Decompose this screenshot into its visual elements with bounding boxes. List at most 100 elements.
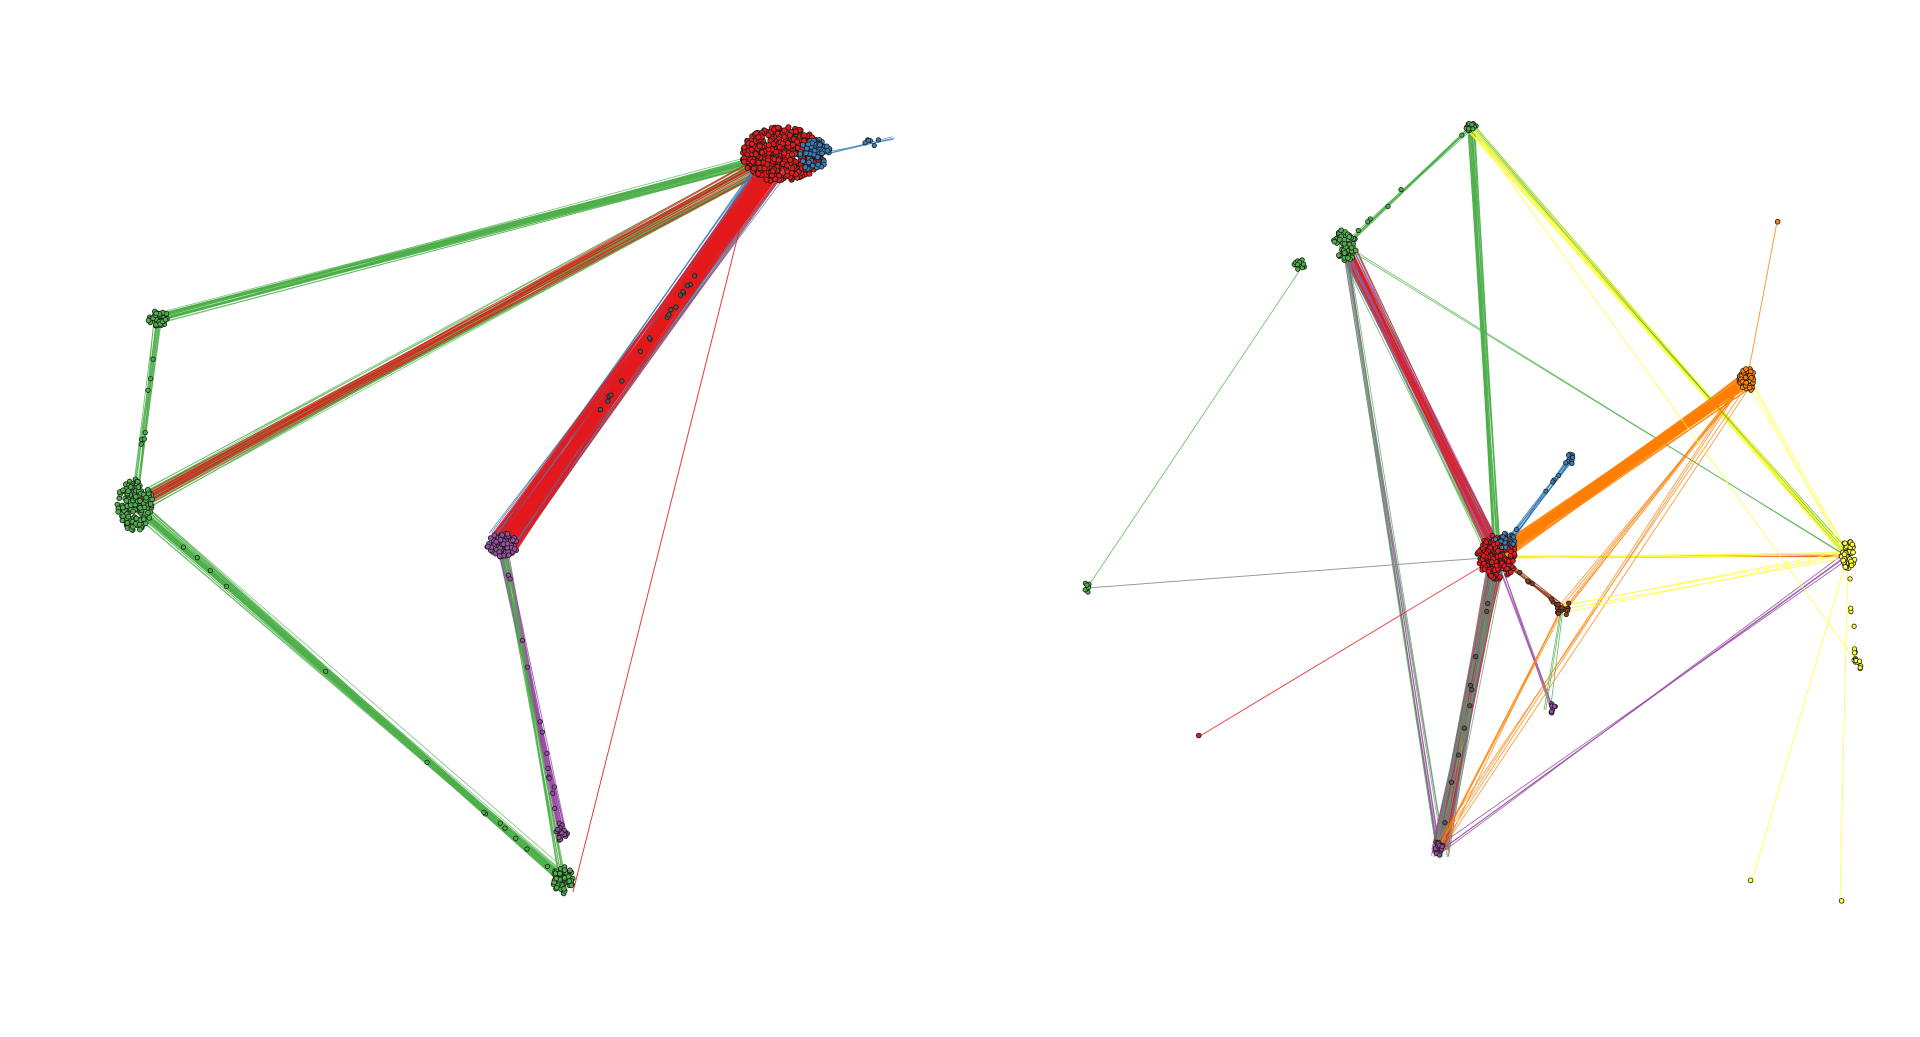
node (817, 142, 823, 148)
node (497, 537, 504, 543)
edge (138, 152, 785, 508)
edge (1470, 128, 1852, 556)
node (748, 146, 755, 153)
edge (1435, 564, 1490, 843)
node (180, 544, 187, 550)
edges-mid-bottom-green (128, 498, 571, 887)
cluster-blue-hub (797, 136, 833, 172)
node (1448, 779, 1455, 785)
node (487, 535, 494, 541)
edge (128, 502, 565, 880)
cluster-green-top (145, 308, 170, 329)
edges-purple-bottom-green (498, 542, 566, 884)
node (605, 398, 611, 404)
node (1461, 725, 1467, 731)
node (551, 784, 557, 790)
edge (1497, 376, 1742, 552)
node (1341, 250, 1348, 256)
node (824, 147, 831, 154)
trail-mid-bottom (180, 544, 558, 874)
node (1084, 582, 1090, 588)
edge (1499, 552, 1849, 559)
cluster-green-left-small (1291, 257, 1308, 272)
node (1569, 460, 1575, 466)
node (143, 494, 149, 501)
edge-top-yellowtail (1470, 126, 1856, 661)
node (684, 283, 690, 289)
node (781, 127, 788, 134)
node (153, 310, 160, 317)
node (668, 307, 674, 313)
node (1480, 553, 1487, 559)
edge (132, 316, 158, 507)
node (553, 875, 560, 882)
edge-yellow-outlier-1 (1751, 554, 1849, 881)
node (130, 508, 136, 515)
node (144, 486, 151, 493)
node (784, 139, 791, 146)
node (519, 637, 526, 643)
node (749, 158, 756, 165)
node (127, 484, 134, 490)
node (800, 158, 806, 164)
node (1556, 472, 1562, 479)
node (1529, 580, 1535, 587)
node (756, 143, 763, 150)
edge (1497, 386, 1745, 564)
node (1473, 654, 1479, 660)
node (1345, 255, 1351, 261)
node (561, 886, 567, 892)
node (546, 775, 552, 781)
node (142, 520, 149, 527)
node (666, 312, 672, 318)
node (1842, 540, 1848, 547)
edge (500, 543, 566, 879)
node (1502, 540, 1508, 546)
edge (1340, 246, 1499, 560)
node (1555, 601, 1561, 608)
node (1300, 261, 1307, 267)
node (608, 392, 614, 398)
edge (1494, 557, 1553, 709)
node (802, 164, 809, 170)
node (1493, 562, 1500, 569)
node (162, 316, 169, 323)
edges-purple-low-purple (496, 540, 568, 838)
edge (128, 509, 558, 877)
node (1850, 549, 1856, 556)
node (797, 151, 803, 157)
edge (1438, 384, 1743, 851)
cluster-green-mid (114, 476, 155, 533)
node (786, 132, 793, 139)
edge (1346, 126, 1470, 247)
node (1489, 559, 1495, 565)
edge (1474, 123, 1852, 560)
edge (153, 151, 785, 316)
node (1507, 553, 1514, 559)
right-network-panel (1082, 120, 1864, 904)
node (1525, 578, 1531, 584)
edges-hub-orange (1489, 372, 1755, 565)
node (491, 532, 498, 539)
node (680, 289, 686, 295)
node (140, 516, 147, 522)
edges-ul-yellow (1342, 245, 1849, 558)
cluster-yellow (1838, 539, 1858, 571)
edge-ul-farleft (1086, 269, 1301, 589)
edge (1347, 244, 1497, 551)
edge (1342, 243, 1437, 849)
node (814, 154, 821, 160)
cluster-red-hub (1474, 532, 1518, 582)
node (559, 830, 565, 836)
node (1508, 569, 1514, 576)
edge (1562, 554, 1844, 606)
edges-top-ul (1342, 125, 1473, 248)
cluster-orange (1736, 366, 1757, 393)
edge (1498, 378, 1753, 557)
node (1852, 650, 1858, 656)
node (758, 149, 765, 156)
node (1483, 539, 1489, 545)
cluster-brown (1553, 600, 1572, 618)
edge (1347, 242, 1503, 553)
node (1511, 534, 1517, 540)
